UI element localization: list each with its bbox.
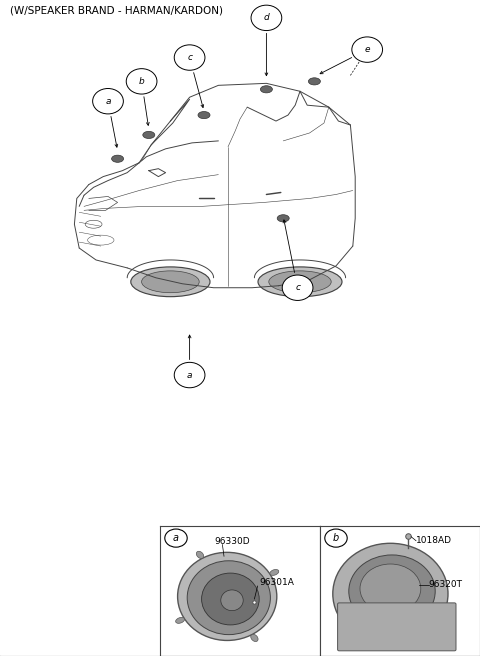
- Circle shape: [352, 37, 383, 62]
- Text: c: c: [187, 53, 192, 62]
- Ellipse shape: [196, 551, 204, 558]
- Circle shape: [282, 275, 313, 300]
- Text: e: e: [364, 45, 370, 54]
- Ellipse shape: [202, 573, 259, 625]
- Text: b: b: [139, 77, 144, 86]
- Ellipse shape: [309, 78, 321, 85]
- Text: 96330D: 96330D: [215, 537, 250, 546]
- Circle shape: [325, 529, 347, 547]
- FancyBboxPatch shape: [337, 603, 456, 651]
- Text: 1018AD: 1018AD: [416, 536, 452, 545]
- Circle shape: [165, 529, 187, 547]
- Circle shape: [126, 69, 157, 94]
- Ellipse shape: [176, 617, 184, 623]
- Ellipse shape: [251, 634, 258, 642]
- Ellipse shape: [187, 561, 270, 634]
- Ellipse shape: [261, 86, 273, 93]
- Text: a: a: [187, 371, 192, 380]
- Ellipse shape: [360, 564, 421, 613]
- Ellipse shape: [131, 267, 210, 297]
- Text: (W/SPEAKER BRAND - HARMAN/KARDON): (W/SPEAKER BRAND - HARMAN/KARDON): [10, 6, 223, 16]
- Ellipse shape: [198, 112, 210, 119]
- Ellipse shape: [111, 155, 124, 162]
- Text: d: d: [264, 13, 269, 22]
- Text: a: a: [173, 533, 179, 543]
- Text: c: c: [295, 283, 300, 292]
- Ellipse shape: [333, 543, 448, 644]
- Ellipse shape: [178, 552, 277, 640]
- Ellipse shape: [258, 267, 342, 297]
- Circle shape: [251, 5, 282, 31]
- Text: a: a: [105, 96, 111, 106]
- Circle shape: [174, 45, 205, 70]
- Ellipse shape: [270, 569, 279, 575]
- Ellipse shape: [277, 215, 289, 222]
- Circle shape: [93, 89, 123, 114]
- Text: 96301A: 96301A: [259, 578, 294, 586]
- Text: b: b: [333, 533, 339, 543]
- Ellipse shape: [143, 131, 155, 138]
- Ellipse shape: [349, 555, 435, 628]
- Ellipse shape: [269, 271, 331, 293]
- Circle shape: [174, 362, 205, 388]
- Ellipse shape: [142, 271, 199, 293]
- Text: 96320T: 96320T: [429, 581, 463, 589]
- Ellipse shape: [221, 590, 243, 611]
